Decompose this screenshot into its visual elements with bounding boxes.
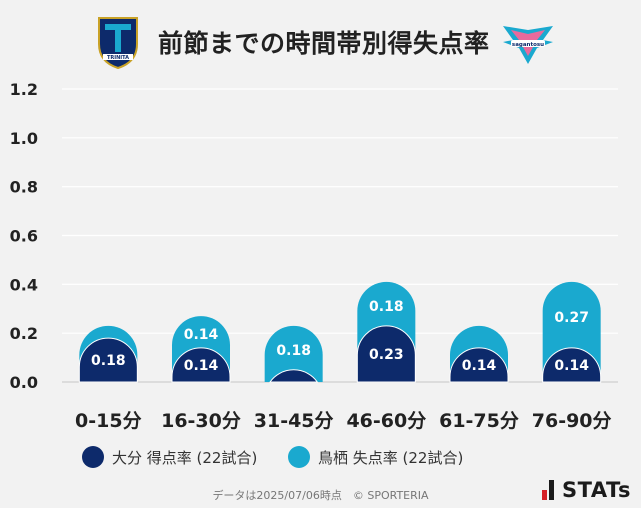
y-tick-label: 0.4 xyxy=(10,275,38,294)
bar-oita-scored xyxy=(78,337,138,383)
data-label-tosu: 0.18 xyxy=(276,343,311,359)
data-label-oita: 0.14 xyxy=(184,358,219,374)
stats-brand-text: STATs xyxy=(562,478,631,502)
legend: 大分 得点率 (22試合) 鳥栖 失点率 (22試合) xyxy=(0,446,641,476)
x-tick-label: 16-30分 xyxy=(161,410,241,432)
y-tick-label: 0.6 xyxy=(10,227,38,246)
x-tick-label: 31-45分 xyxy=(254,410,334,432)
chart-header: TRINITA 前節までの時間帯別得失点率 sagantosu xyxy=(0,0,641,84)
x-axis-ticks: 0-15分 16-30分 31-45分 46-60分 61-75分 76-90分 xyxy=(75,410,611,432)
y-tick-label: 1.2 xyxy=(10,80,38,99)
bar-oita-scored xyxy=(269,369,319,383)
sagan-tosu-emblem: sagantosu xyxy=(503,26,553,64)
bar-oita-scored xyxy=(356,325,416,383)
y-axis-ticks: 1.2 1.0 0.8 0.6 0.4 0.2 0.0 xyxy=(10,80,38,392)
y-tick-label: 1.0 xyxy=(10,129,38,148)
x-tick-label: 0-15分 xyxy=(75,410,142,432)
data-label-tosu: 0.14 xyxy=(184,327,219,343)
bar-chart: 1.21.00.80.60.40.20.0 0.18 0.140.140.18 0.… xyxy=(10,80,618,432)
bar-oita-scored xyxy=(542,347,602,383)
bars: 0.18 0.14 0.14 0.18 0.23 0.18 0.14 0.14 0.27 xyxy=(78,281,602,383)
data-label-oita: 0.14 xyxy=(462,358,497,374)
bar-tosu-conceded xyxy=(264,325,323,382)
legend-label-oita: 大分 得点率 (22試合) xyxy=(112,448,258,467)
legend-label-tosu: 鳥栖 失点率 (22試合) xyxy=(318,448,464,467)
x-tick-label: 61-75分 xyxy=(439,410,519,432)
y-tick-label: 0.2 xyxy=(10,324,38,343)
legend-swatch-tosu xyxy=(288,446,310,468)
y-tick-label: 0.8 xyxy=(10,178,38,197)
data-label-tosu: 0.18 xyxy=(369,299,404,315)
grid-lines xyxy=(62,88,618,383)
data-label-oita: 0.18 xyxy=(91,353,126,369)
y-tick-label: 0.0 xyxy=(10,373,38,392)
data-label-tosu: 0.27 xyxy=(554,310,589,326)
data-label-oita: 0.14 xyxy=(554,358,589,374)
data-label-oita: 0.23 xyxy=(369,347,404,363)
svg-text:TRINITA: TRINITA xyxy=(107,55,129,61)
chart-title: 前節までの時間帯別得失点率 xyxy=(158,29,490,58)
x-tick-label: 76-90分 xyxy=(532,410,612,432)
x-tick-label: 46-60分 xyxy=(346,410,426,432)
svg-text:sagantosu: sagantosu xyxy=(512,42,544,48)
legend-item-oita: 大分 得点率 (22試合) xyxy=(82,446,257,468)
bar-oita-scored xyxy=(449,347,509,383)
bar-oita-scored xyxy=(171,347,231,383)
oita-trinita-emblem: TRINITA xyxy=(98,17,138,70)
data-credit: データは2025/07/06時点 © SPORTERIA xyxy=(212,489,429,502)
stats-logo: STATs xyxy=(542,478,631,502)
legend-swatch-oita xyxy=(82,446,104,468)
stats-bars-icon xyxy=(542,480,556,500)
legend-item-tosu: 鳥栖 失点率 (22試合) xyxy=(288,446,463,468)
